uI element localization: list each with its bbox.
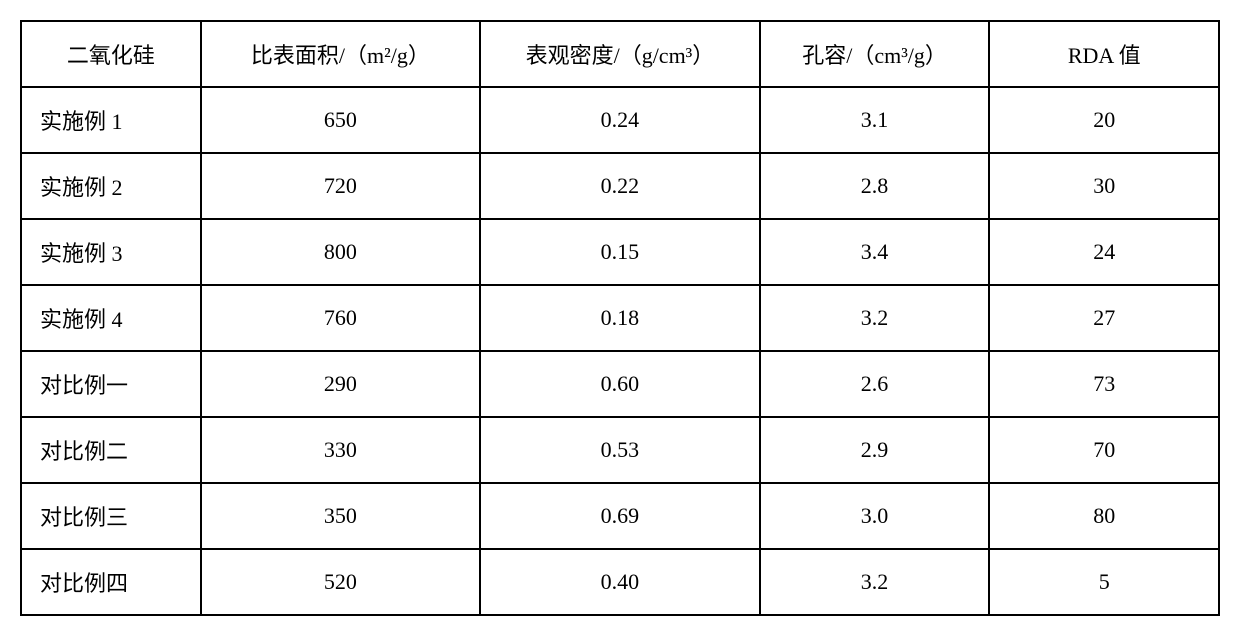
row-label: 实施例 4 [21, 285, 201, 351]
header-rda: RDA 值 [989, 21, 1219, 87]
cell-pore-volume: 3.2 [760, 285, 990, 351]
cell-rda: 27 [989, 285, 1219, 351]
cell-surface-area: 350 [201, 483, 481, 549]
row-label: 实施例 2 [21, 153, 201, 219]
cell-rda: 24 [989, 219, 1219, 285]
cell-pore-volume: 3.1 [760, 87, 990, 153]
cell-rda: 5 [989, 549, 1219, 615]
row-label: 实施例 1 [21, 87, 201, 153]
cell-apparent-density: 0.53 [480, 417, 760, 483]
table-row: 对比例四 520 0.40 3.2 5 [21, 549, 1219, 615]
cell-surface-area: 800 [201, 219, 481, 285]
cell-apparent-density: 0.69 [480, 483, 760, 549]
row-label: 实施例 3 [21, 219, 201, 285]
row-label: 对比例四 [21, 549, 201, 615]
table-row: 实施例 2 720 0.22 2.8 30 [21, 153, 1219, 219]
cell-surface-area: 760 [201, 285, 481, 351]
cell-surface-area: 330 [201, 417, 481, 483]
cell-apparent-density: 0.40 [480, 549, 760, 615]
cell-pore-volume: 2.9 [760, 417, 990, 483]
table-row: 实施例 4 760 0.18 3.2 27 [21, 285, 1219, 351]
table-row: 对比例一 290 0.60 2.6 73 [21, 351, 1219, 417]
cell-pore-volume: 2.8 [760, 153, 990, 219]
cell-surface-area: 290 [201, 351, 481, 417]
table-row: 对比例三 350 0.69 3.0 80 [21, 483, 1219, 549]
cell-surface-area: 520 [201, 549, 481, 615]
cell-apparent-density: 0.24 [480, 87, 760, 153]
header-silica: 二氧化硅 [21, 21, 201, 87]
cell-apparent-density: 0.60 [480, 351, 760, 417]
cell-rda: 80 [989, 483, 1219, 549]
cell-surface-area: 720 [201, 153, 481, 219]
cell-pore-volume: 3.4 [760, 219, 990, 285]
cell-pore-volume: 2.6 [760, 351, 990, 417]
table-row: 对比例二 330 0.53 2.9 70 [21, 417, 1219, 483]
cell-rda: 73 [989, 351, 1219, 417]
row-label: 对比例一 [21, 351, 201, 417]
table-header-row: 二氧化硅 比表面积/（m²/g） 表观密度/（g/cm³） 孔容/（cm³/g）… [21, 21, 1219, 87]
header-pore-volume: 孔容/（cm³/g） [760, 21, 990, 87]
cell-rda: 70 [989, 417, 1219, 483]
cell-apparent-density: 0.22 [480, 153, 760, 219]
data-table: 二氧化硅 比表面积/（m²/g） 表观密度/（g/cm³） 孔容/（cm³/g）… [20, 20, 1220, 616]
cell-rda: 20 [989, 87, 1219, 153]
table-row: 实施例 3 800 0.15 3.4 24 [21, 219, 1219, 285]
table-row: 实施例 1 650 0.24 3.1 20 [21, 87, 1219, 153]
cell-pore-volume: 3.0 [760, 483, 990, 549]
cell-surface-area: 650 [201, 87, 481, 153]
cell-rda: 30 [989, 153, 1219, 219]
header-surface-area: 比表面积/（m²/g） [201, 21, 481, 87]
header-apparent-density: 表观密度/（g/cm³） [480, 21, 760, 87]
row-label: 对比例二 [21, 417, 201, 483]
cell-apparent-density: 0.18 [480, 285, 760, 351]
cell-pore-volume: 3.2 [760, 549, 990, 615]
cell-apparent-density: 0.15 [480, 219, 760, 285]
row-label: 对比例三 [21, 483, 201, 549]
